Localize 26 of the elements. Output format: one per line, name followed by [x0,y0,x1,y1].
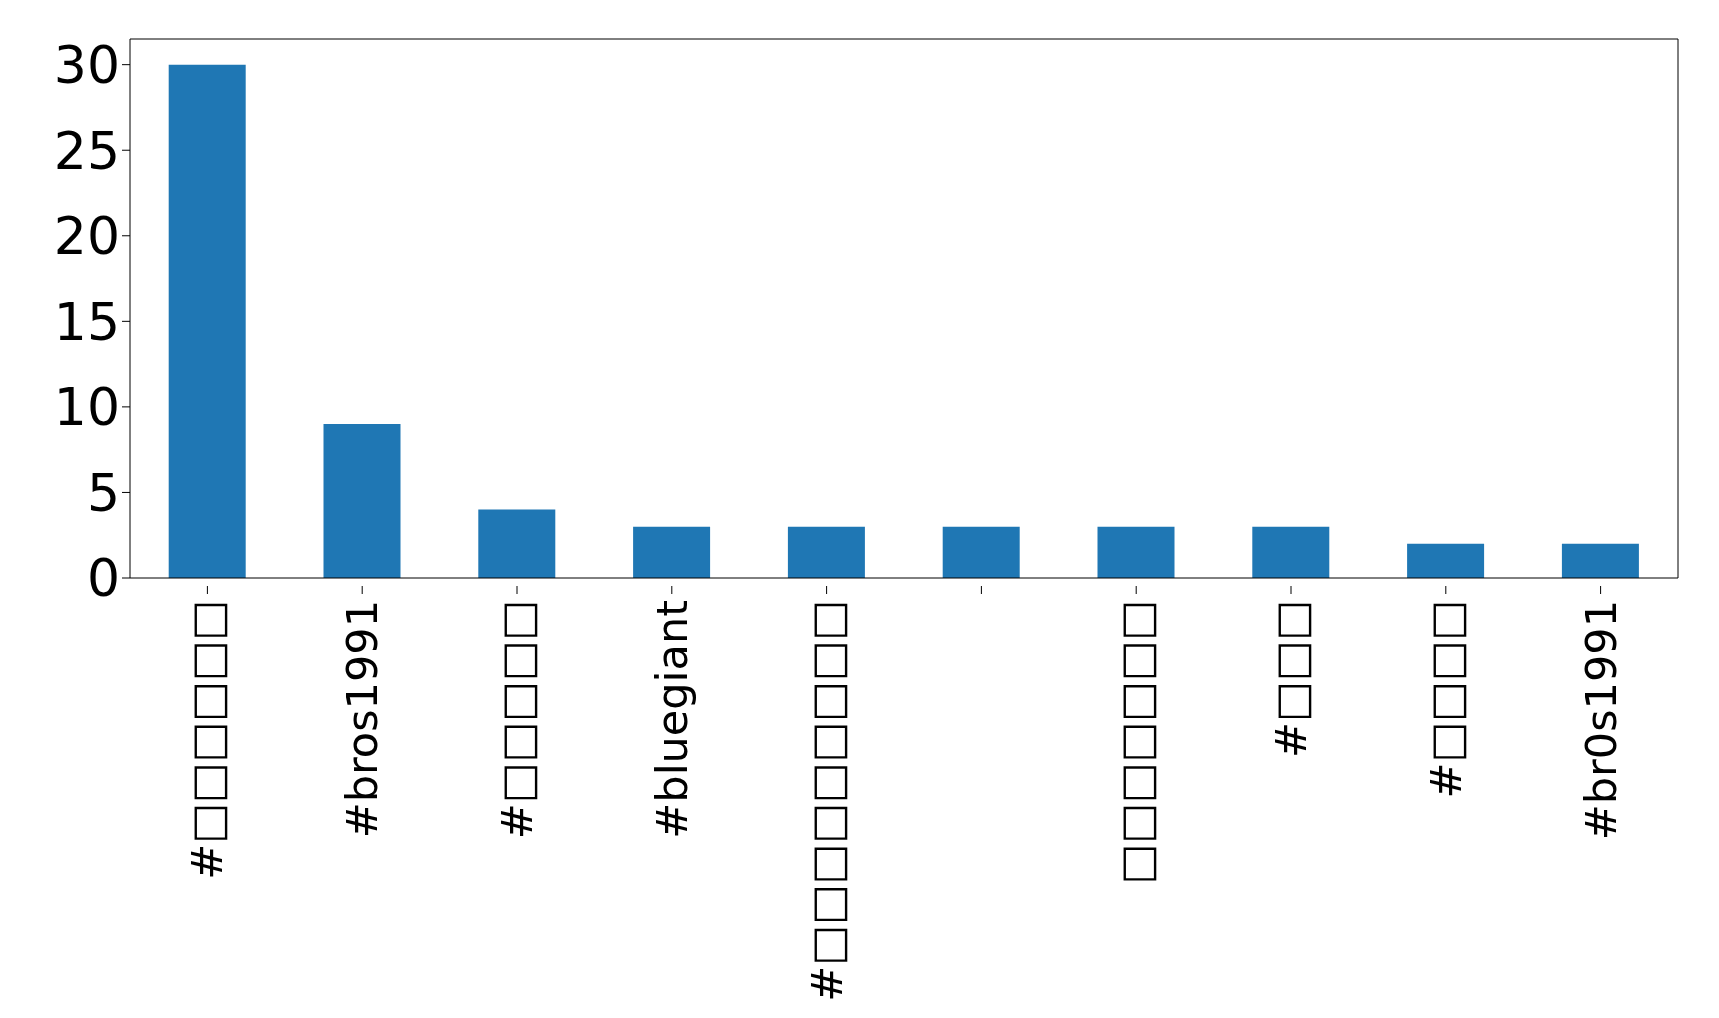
y-tick-label: 25 [53,120,120,181]
x-tick-label: #□□□□□□□□□ [801,600,852,1002]
x-tick-label: #□□□□□ [492,600,543,840]
x-tick-label: #br0s1991 [1575,600,1626,841]
bar [478,509,556,578]
x-tick-label: #□□□ [1266,600,1317,758]
y-tick-label: 5 [86,462,120,523]
x-tick-label: □□□□□□□ [1111,600,1162,885]
bar [633,526,711,578]
x-tick-label: #□□□□ [1420,600,1471,799]
bar [942,526,1020,578]
y-tick-label: 30 [53,35,120,96]
bar [168,64,246,578]
y-tick-label: 10 [53,377,120,438]
bar [1561,543,1639,578]
x-tick-label: #□□□□□□ [182,600,233,880]
bar [1407,543,1485,578]
x-tick-label: #bros1991 [337,600,388,839]
bar [1252,526,1330,578]
y-tick-label: 0 [86,548,120,609]
bar [787,526,865,578]
y-tick-label: 15 [53,291,120,352]
x-tick-label: #bluegiant [646,600,697,839]
bar [1097,526,1175,578]
y-tick-label: 20 [53,206,120,267]
bar [323,424,401,578]
